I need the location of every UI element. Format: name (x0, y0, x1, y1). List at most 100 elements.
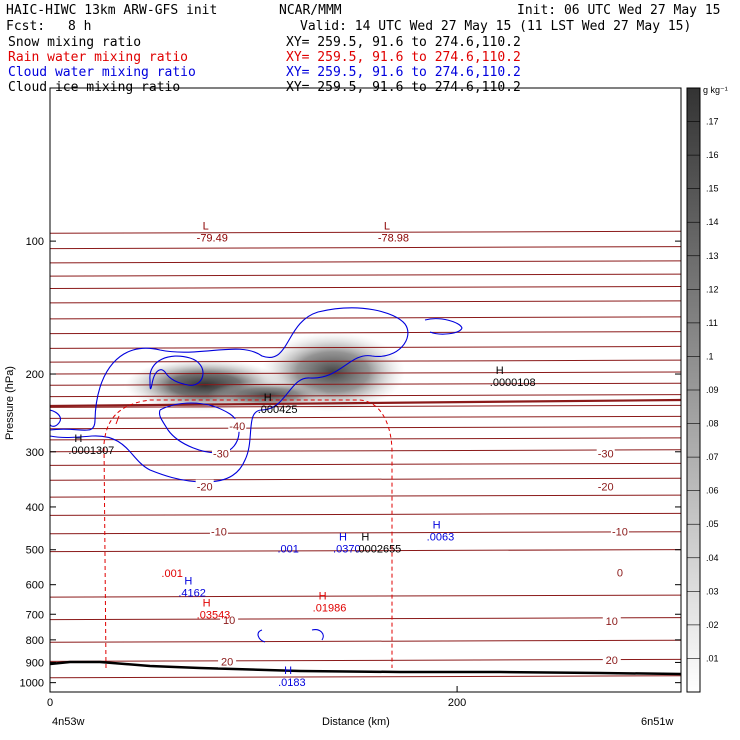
colorbar-tick-label: .15 (706, 184, 719, 194)
isotherm-line (50, 549, 681, 553)
init-time: Init: 06 UTC Wed 27 May 15 (517, 3, 721, 18)
isotherm-label: -40 (229, 421, 245, 433)
isotherm-line (50, 273, 681, 277)
colorbar-tick-label: .1 (706, 351, 714, 361)
isotherm-label: -30 (213, 449, 229, 461)
y-tick-label: 700 (26, 609, 44, 621)
forecast-hour: 8 h (68, 19, 91, 34)
isotherm-line (50, 230, 681, 234)
y-tick-label: 100 (26, 236, 44, 248)
extremum-marker: H (74, 433, 82, 445)
cloud-water-contour-top (424, 318, 463, 335)
temperature-isotherms (50, 230, 681, 679)
isotherm-line (50, 285, 681, 289)
x-axis-label: Distance (km) (322, 716, 390, 728)
label-mask (610, 524, 629, 538)
rain-water-contour (103, 399, 393, 669)
left-endpoint-label: 4n53w (52, 716, 84, 728)
isotherm-line (50, 512, 681, 516)
isotherm-line (50, 300, 681, 304)
cloud-water-contour-outer (50, 307, 409, 483)
colorbar-tick-label: .12 (706, 284, 719, 294)
label-mask (209, 524, 228, 538)
valid-time: Valid: 14 UTC Wed 27 May 15 (11 LST Wed … (300, 19, 691, 34)
isotherm-line (50, 639, 681, 643)
x-tick-label: 0 (47, 697, 53, 709)
colorbar-tick-label: .16 (706, 150, 719, 160)
y-tick-label: 300 (26, 447, 44, 459)
field-xy-rain: XY= 259.5, 91.6 to 274.6,110.2 (286, 50, 521, 65)
isotherm-line (50, 617, 681, 621)
y-tick-label: 800 (26, 635, 44, 647)
colorbar-tick-label: .13 (706, 251, 719, 261)
isotherm-line (50, 345, 681, 349)
label-mask (195, 479, 214, 493)
cloud-water-contour-bottom (257, 629, 324, 643)
isotherm-line (50, 477, 681, 481)
label-mask (596, 479, 615, 493)
isotherm-label: -30 (598, 449, 614, 461)
isotherm-label: 20 (221, 656, 233, 668)
x-tick-label: 200 (448, 697, 466, 709)
colorbar-tick-label: .11 (706, 318, 718, 328)
isotherm-line (50, 494, 681, 498)
colorbar-tick-label: .07 (706, 452, 719, 462)
y-tick-label: 900 (26, 657, 44, 669)
field-name-cloudwater: Cloud water mixing ratio (8, 65, 196, 80)
extremum-value: .0002655 (355, 543, 401, 555)
colorbar-tick-label: .09 (706, 385, 719, 395)
extremum-marker: H (264, 392, 272, 404)
isotherm-label: -10 (211, 527, 227, 539)
y-tick-label: 500 (26, 545, 44, 557)
extremum-value: .4162 (178, 588, 206, 600)
isotherm-line (50, 449, 681, 453)
colorbar-tick-label: .17 (706, 117, 719, 127)
extremum-value: .01986 (313, 602, 347, 614)
extremum-value: .000425 (258, 404, 298, 416)
contour-value-label: .001 (277, 544, 298, 556)
isotherm-line (50, 415, 681, 419)
field-name-rain: Rain water mixing ratio (8, 50, 188, 65)
isotherm-line (50, 426, 681, 430)
y-tick-label: 600 (26, 580, 44, 592)
rain-water-contour-small (115, 415, 120, 425)
isotherm-label: -20 (197, 482, 213, 494)
forecast-label: Fcst: (6, 19, 45, 34)
extremum-value: .03543 (197, 609, 231, 621)
colorbar-tick-label: .14 (706, 217, 719, 227)
colorbar-tick-label: .02 (706, 620, 719, 630)
plot-frame (49, 87, 682, 693)
contour-value-label: .001 (161, 568, 182, 580)
isotherm-label: -20 (598, 482, 614, 494)
cloud-water-contour-inner (149, 355, 204, 390)
isotherm-label: 10 (606, 616, 618, 628)
label-mask (596, 446, 615, 460)
isotherm-label: 0 (617, 567, 623, 579)
y-axis-label: Pressure (hPa) (4, 366, 16, 440)
extremum-marker: H (203, 597, 211, 609)
isotherm-line (50, 394, 681, 398)
colorbar-tick-label: .08 (706, 419, 719, 429)
extremum-marker: H (433, 520, 441, 532)
isotherm-line (50, 594, 681, 598)
label-mask (602, 652, 621, 666)
isotherm-line (50, 246, 681, 250)
terrain-line (50, 660, 681, 676)
isotherm-line (50, 331, 681, 335)
extremum-marker: L (203, 220, 209, 232)
extremum-marker: H (339, 531, 347, 543)
y-tick-label: 200 (26, 369, 44, 381)
extremum-marker: H (184, 576, 192, 588)
isotherm-line (50, 531, 681, 535)
extremum-marker: H (361, 531, 369, 543)
isotherm-line (50, 658, 681, 662)
colorbar-unit: g kg⁻¹ (703, 85, 728, 95)
extremum-marker: H (284, 665, 292, 677)
field-xy-snow: XY= 259.5, 91.6 to 274.6,110.2 (286, 35, 521, 50)
x-axis: 0 200 (47, 686, 466, 709)
extremum-value: .0000108 (490, 377, 536, 389)
y-tick-label: 1000 (20, 678, 44, 690)
